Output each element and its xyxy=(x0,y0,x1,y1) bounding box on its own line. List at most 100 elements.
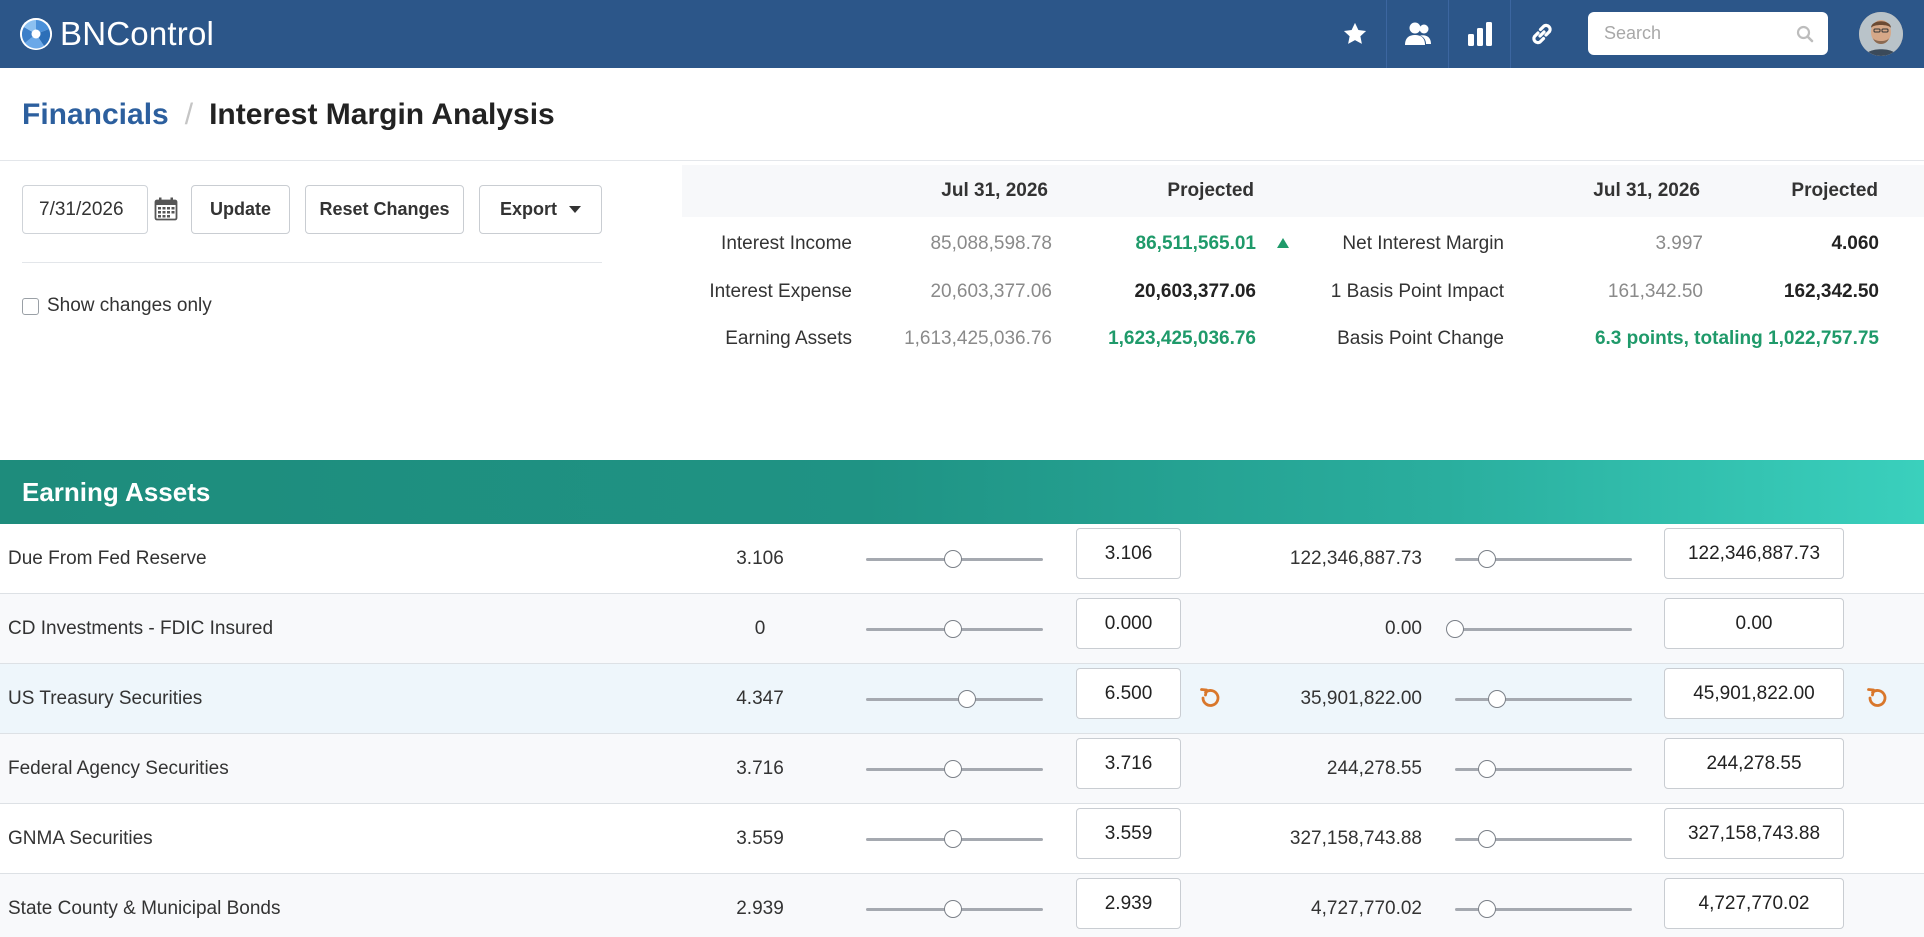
row-name: State County & Municipal Bonds xyxy=(8,898,281,919)
summary-label-interest-expense: Interest Expense xyxy=(709,281,852,302)
balance-slider-track[interactable] xyxy=(1455,698,1632,701)
summary-projected-interest-expense: 20,603,377.06 xyxy=(1134,281,1256,302)
summary-right-col-current: Jul 31, 2026 xyxy=(1593,180,1700,201)
search-box xyxy=(1588,12,1828,55)
controls-divider xyxy=(22,262,602,263)
rate-slider-handle[interactable] xyxy=(943,760,962,778)
balance-input[interactable] xyxy=(1664,738,1844,789)
row-name: GNMA Securities xyxy=(8,828,153,849)
users-icon xyxy=(1404,22,1431,45)
row-current-balance: 35,901,822.00 xyxy=(1300,688,1422,709)
summary-current-interest-income: 85,088,598.78 xyxy=(930,233,1052,254)
summary-label-interest-income: Interest Income xyxy=(721,233,852,254)
table-row: Due From Fed Reserve 3.106 122,346,887.73 xyxy=(0,524,1924,594)
export-dropdown-button[interactable]: Export xyxy=(479,185,602,234)
row-current-rate: 3.559 xyxy=(736,828,784,849)
rate-slider-track[interactable] xyxy=(866,698,1043,701)
rate-input[interactable] xyxy=(1076,808,1181,859)
balance-slider-track[interactable] xyxy=(1455,838,1632,841)
table-row: CD Investments - FDIC Insured 0 0.00 xyxy=(0,594,1924,664)
rate-input[interactable] xyxy=(1076,528,1181,579)
increase-arrow-icon xyxy=(1277,238,1289,248)
summary-projected-basis-point-change: 6.3 points, totaling 1,022,757.75 xyxy=(1594,328,1879,349)
balance-slider-handle[interactable] xyxy=(1477,550,1496,568)
summary-projected-earning-assets: 1,623,425,036.76 xyxy=(1108,328,1256,349)
earning-assets-section-header: Earning Assets xyxy=(0,460,1924,524)
balance-slider-handle[interactable] xyxy=(1477,760,1496,778)
row-current-balance: 244,278.55 xyxy=(1326,758,1422,779)
balance-slider-track[interactable] xyxy=(1455,768,1632,771)
date-input[interactable] xyxy=(22,185,148,234)
breadcrumb-financials-link[interactable]: Financials xyxy=(22,98,169,131)
rate-input[interactable] xyxy=(1076,878,1181,929)
rate-slider-handle[interactable] xyxy=(943,620,962,638)
balance-slider-handle[interactable] xyxy=(1477,830,1496,848)
rate-input[interactable] xyxy=(1076,598,1181,649)
table-row: US Treasury Securities 4.347 35,901,822.00 xyxy=(0,664,1924,734)
summary-label-earning-assets: Earning Assets xyxy=(725,328,852,349)
balance-slider-track[interactable] xyxy=(1455,558,1632,561)
brand-name: BNControl xyxy=(60,15,215,52)
show-changes-checkbox[interactable] xyxy=(22,297,39,315)
undo-rate-icon[interactable] xyxy=(1197,685,1223,716)
brand[interactable]: BNControl xyxy=(20,14,214,54)
row-current-rate: 0 xyxy=(754,618,766,639)
favorites-button[interactable] xyxy=(1324,0,1386,68)
top-navbar: BNControl xyxy=(0,0,1924,68)
rate-slider-handle[interactable] xyxy=(957,690,976,708)
rate-input[interactable] xyxy=(1076,738,1181,789)
update-button[interactable]: Update xyxy=(191,185,290,234)
undo-balance-icon[interactable] xyxy=(1864,685,1890,716)
row-current-balance: 4,727,770.02 xyxy=(1311,898,1422,919)
links-button[interactable] xyxy=(1510,0,1572,68)
row-name: Due From Fed Reserve xyxy=(8,548,207,569)
calendar-icon[interactable] xyxy=(154,197,178,221)
show-changes-label: Show changes only xyxy=(47,295,212,316)
rate-slider-handle[interactable] xyxy=(943,830,962,848)
balance-input[interactable] xyxy=(1664,878,1844,929)
summary-current-basis-point-impact: 161,342.50 xyxy=(1607,281,1703,302)
summary-current-earning-assets: 1,613,425,036.76 xyxy=(904,328,1052,349)
users-button[interactable] xyxy=(1386,0,1448,68)
balance-slider-handle[interactable] xyxy=(1477,900,1496,918)
row-current-balance: 327,158,743.88 xyxy=(1289,828,1422,849)
balance-slider-handle[interactable] xyxy=(1446,620,1464,638)
summary-label-net-interest-margin: Net Interest Margin xyxy=(1342,233,1504,254)
reports-button[interactable] xyxy=(1448,0,1510,68)
breadcrumb: Financials / Interest Margin Analysis xyxy=(22,98,555,132)
rate-slider-handle[interactable] xyxy=(943,900,962,918)
summary-right-col-projected: Projected xyxy=(1791,180,1878,201)
balance-input[interactable] xyxy=(1664,668,1844,719)
row-current-rate: 3.106 xyxy=(736,548,784,569)
balance-input[interactable] xyxy=(1664,808,1844,859)
row-current-rate: 4.347 xyxy=(736,688,784,709)
row-name: CD Investments - FDIC Insured xyxy=(8,618,274,639)
summary-left-col-current: Jul 31, 2026 xyxy=(941,180,1048,201)
search-icon[interactable] xyxy=(1796,25,1814,43)
row-name: US Treasury Securities xyxy=(8,688,203,709)
show-changes-toggle[interactable]: Show changes only xyxy=(22,295,212,317)
reset-changes-button[interactable]: Reset Changes xyxy=(305,185,464,234)
rate-slider-handle[interactable] xyxy=(943,550,962,568)
summary-current-interest-expense: 20,603,377.06 xyxy=(930,281,1052,302)
search-input[interactable] xyxy=(1588,12,1788,55)
balance-slider-handle[interactable] xyxy=(1488,690,1507,708)
row-current-rate: 2.939 xyxy=(736,898,784,919)
brand-logo-icon xyxy=(20,18,52,50)
balance-slider-track[interactable] xyxy=(1455,628,1632,631)
summary-header xyxy=(682,165,1924,217)
summary-current-net-interest-margin: 3.997 xyxy=(1655,233,1703,254)
breadcrumb-separator: / xyxy=(184,98,194,131)
summary-projected-basis-point-impact: 162,342.50 xyxy=(1783,281,1879,302)
bar-chart-icon xyxy=(1467,22,1492,46)
summary-left-col-projected: Projected xyxy=(1167,180,1254,201)
balance-slider-track[interactable] xyxy=(1455,908,1632,911)
user-avatar[interactable] xyxy=(1859,12,1903,56)
row-current-rate: 3.716 xyxy=(736,758,784,779)
balance-input[interactable] xyxy=(1664,598,1844,649)
star-icon xyxy=(1343,22,1367,44)
rate-input[interactable] xyxy=(1076,668,1181,719)
page-title: Interest Margin Analysis xyxy=(209,98,555,131)
table-row: Federal Agency Securities 3.716 244,278.55 xyxy=(0,734,1924,804)
balance-input[interactable] xyxy=(1664,528,1844,579)
